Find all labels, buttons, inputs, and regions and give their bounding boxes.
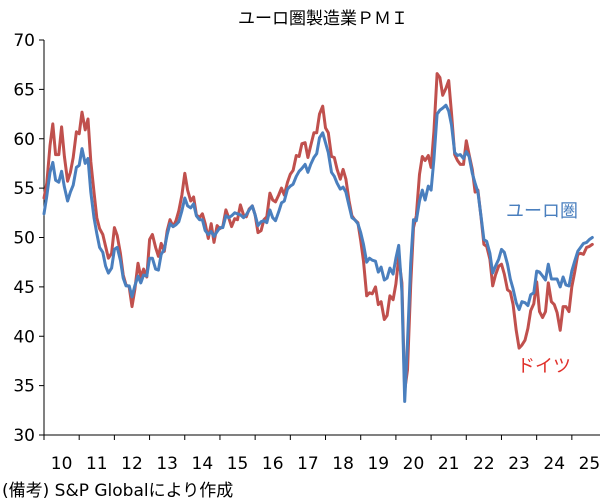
x-tick-label: 17 — [297, 454, 319, 474]
x-tick-label: 22 — [473, 454, 495, 474]
x-tick-label: 20 — [403, 454, 425, 474]
x-tick-label: 19 — [367, 454, 389, 474]
x-tick-label: 12 — [121, 454, 143, 474]
x-tick-label: 24 — [543, 454, 565, 474]
x-tick-label: 13 — [156, 454, 178, 474]
x-tick-label: 16 — [262, 454, 284, 474]
x-axis: 10 11 12 13 14 15 16 17 18 19 20 21 22 23 24 25 — [43, 434, 601, 474]
y-tick-label: 55 — [13, 179, 35, 199]
source-note: (備考) S&P Globalにより作成 — [2, 481, 233, 501]
series-line-eurozone — [42, 103, 594, 403]
y-tick-label: 70 — [13, 31, 35, 51]
y-tick-label: 65 — [13, 80, 35, 100]
x-tick-label: 11 — [86, 454, 108, 474]
y-axis: 30 35 40 45 50 55 60 65 70 — [13, 31, 45, 446]
y-tick-label: 35 — [13, 377, 35, 397]
y-tick-label: 45 — [13, 278, 35, 298]
y-tick-label: 40 — [13, 327, 35, 347]
y-tick-label: 60 — [13, 130, 35, 150]
x-tick-label: 15 — [227, 454, 249, 474]
x-tick-label: 14 — [192, 454, 214, 474]
series-labels: ユーロ圏 ドイツ — [506, 201, 578, 377]
y-tick-label: 50 — [13, 229, 35, 249]
series-line-germany — [42, 72, 594, 393]
series-label-eurozone: ユーロ圏 — [506, 201, 578, 222]
x-tick-label: 23 — [508, 454, 530, 474]
x-tick-label: 10 — [51, 454, 73, 474]
y-tick-label: 30 — [13, 426, 35, 446]
x-tick-label: 25 — [579, 454, 601, 474]
x-tick-label: 18 — [332, 454, 354, 474]
series-lines — [42, 72, 594, 403]
chart-title: ユーロ圏製造業ＰＭＩ — [238, 9, 408, 29]
series-label-germany: ドイツ — [517, 356, 571, 377]
x-tick-label: 21 — [438, 454, 460, 474]
